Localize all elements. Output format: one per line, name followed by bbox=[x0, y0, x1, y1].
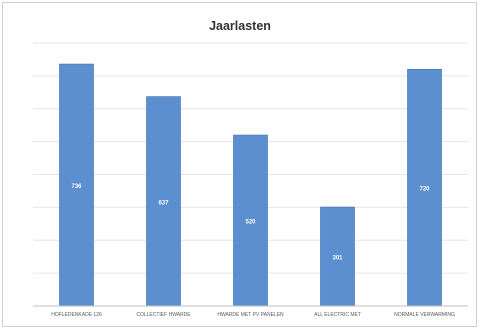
x-tick-label: ALL ELECTRIC MET bbox=[314, 312, 361, 318]
chart-title: Jaarlasten bbox=[209, 19, 271, 33]
value-labels: 736 637 520 301 720 bbox=[71, 184, 430, 262]
x-tick-labels: HOFLEDENKADE 126 COLLECTIEF HWARDE HWARDE … bbox=[51, 312, 455, 318]
x-tick-label: COLLECTIEF HWARDE bbox=[136, 312, 191, 318]
chart-frame: Jaarlasten 736 637 520 301 720 HOFLEDENKADE … bbox=[2, 2, 477, 327]
bar bbox=[407, 69, 442, 307]
bar bbox=[320, 206, 355, 307]
bar-value-label: 736 bbox=[71, 184, 82, 190]
bar-value-label: 520 bbox=[245, 220, 256, 226]
bar bbox=[233, 134, 268, 307]
x-tick-label: HWARDE MET PV PANELEN bbox=[217, 312, 284, 318]
bar bbox=[59, 63, 94, 307]
bar-chart: Jaarlasten 736 637 520 301 720 HOFLEDENKADE … bbox=[33, 19, 468, 318]
bar-value-label: 637 bbox=[158, 200, 169, 206]
bars bbox=[59, 63, 442, 307]
x-tick-label: NORMALE VERWARMING bbox=[394, 312, 455, 318]
bar-value-label: 720 bbox=[419, 187, 430, 193]
bar bbox=[146, 96, 181, 307]
x-tick-label: HOFLEDENKADE 126 bbox=[51, 312, 102, 318]
bar-value-label: 301 bbox=[332, 256, 343, 262]
